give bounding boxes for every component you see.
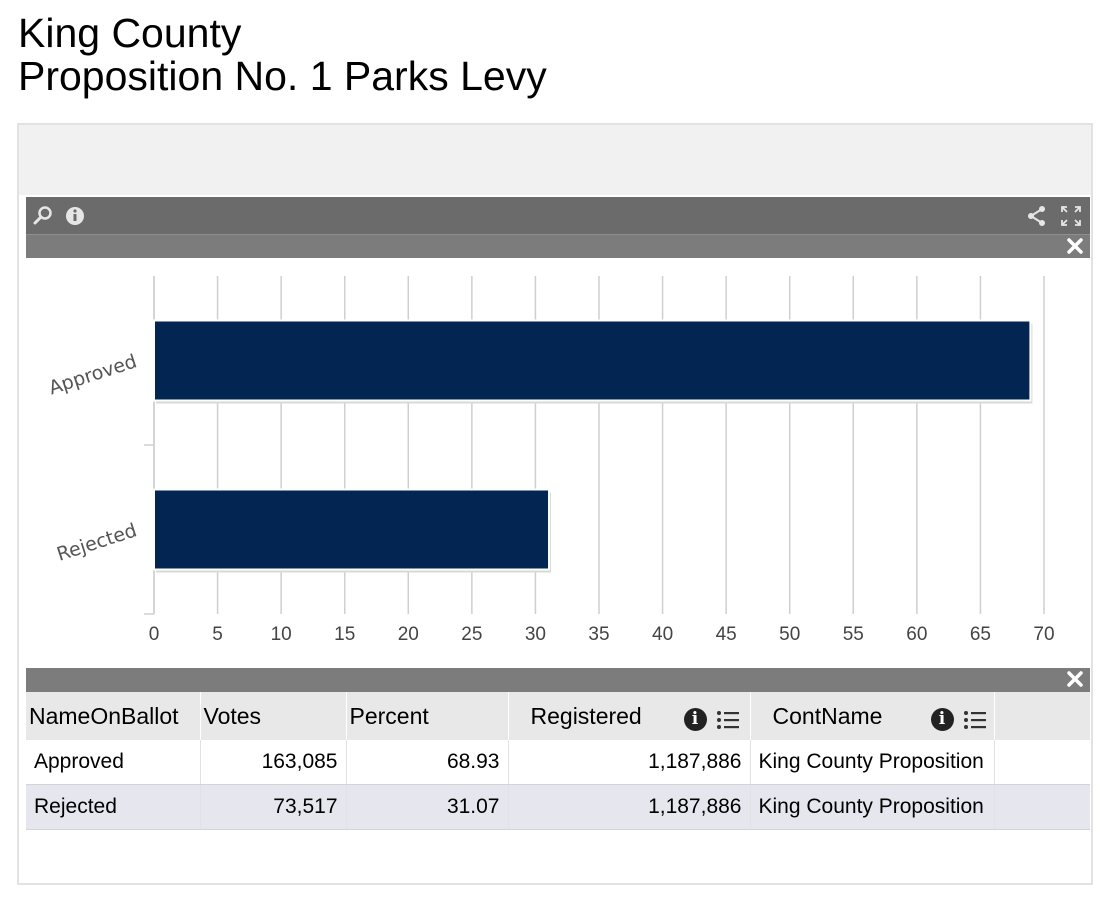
table-row[interactable]: Approved 163,085 68.93 1,187,886 King Co… — [26, 740, 1090, 785]
x-tick-label: 70 — [1033, 624, 1054, 645]
column-header-icons: i — [683, 705, 740, 732]
x-tick-label: 40 — [652, 624, 673, 645]
x-tick-label: 60 — [906, 624, 927, 645]
info-icon[interactable]: i — [683, 708, 707, 732]
x-tick-label: 20 — [398, 624, 419, 645]
cell-filler — [994, 740, 1090, 785]
cell-votes: 73,517 — [200, 784, 347, 830]
search-icon[interactable] — [32, 205, 54, 227]
column-header-label: ContName — [772, 702, 883, 729]
column-header-label: NameOnBallot — [29, 702, 179, 729]
column-header-registered[interactable]: Registered i — [508, 692, 751, 740]
cell-filler — [994, 784, 1090, 830]
x-tick-label: 15 — [334, 624, 355, 645]
info-icon[interactable]: i — [930, 708, 954, 732]
x-tick-label: 35 — [588, 624, 609, 645]
cell-percent: 31.07 — [346, 784, 509, 830]
bar-approved — [153, 319, 1032, 402]
x-tick-label: 65 — [970, 624, 991, 645]
cell-percent: 68.93 — [346, 740, 509, 785]
cell-registered: 1,187,886 — [508, 784, 751, 830]
share-icon[interactable] — [1026, 205, 1048, 227]
cell-contname: King County Proposition — [750, 784, 995, 830]
chart-toolbar — [26, 197, 1090, 234]
table-row[interactable]: Rejected 73,517 31.07 1,187,886 King Cou… — [26, 784, 1090, 830]
list-icon[interactable] — [716, 709, 740, 731]
bar-chart-svg: 0 5 10 15 20 25 30 35 40 45 50 55 60 65 70 Approved Reje… — [46, 276, 1055, 645]
fullscreen-icon[interactable] — [1060, 205, 1082, 227]
column-header-contname[interactable]: ContName i — [750, 692, 995, 740]
column-header-label: Registered — [530, 702, 642, 729]
column-header-percent[interactable]: Percent — [346, 692, 509, 740]
column-header-votes[interactable]: Votes — [200, 692, 347, 740]
list-icon[interactable] — [963, 709, 987, 731]
page-title-line-2: Proposition No. 1 Parks Levy — [18, 53, 547, 99]
x-tick-label: 50 — [779, 624, 800, 645]
x-tick-label: 55 — [843, 624, 864, 645]
category-label: Rejected — [54, 519, 139, 565]
cell-votes: 163,085 — [200, 740, 347, 785]
panel-top-strip — [19, 125, 1091, 195]
page-title-line-1: King County — [18, 10, 242, 56]
close-table-icon[interactable] — [1066, 670, 1084, 688]
x-tick-label: 5 — [212, 624, 223, 645]
table-header-row: NameOnBallot Votes Percent Registered i … — [26, 692, 1091, 740]
x-tick-label: 25 — [461, 624, 482, 645]
visualization-panel: 0 5 10 15 20 25 30 35 40 45 50 55 60 65 70 Approved Reje… — [17, 123, 1093, 885]
page-title: King County Proposition No. 1 Parks Levy — [18, 12, 547, 98]
x-tick-label: 30 — [525, 624, 546, 645]
results-table: NameOnBallot Votes Percent Registered i … — [26, 692, 1091, 830]
cell-registered: 1,187,886 — [508, 740, 751, 785]
info-icon[interactable] — [64, 205, 86, 227]
column-header-label: Votes — [203, 702, 262, 729]
category-label: Approved — [46, 350, 139, 399]
column-header-label: Percent — [349, 702, 429, 729]
x-tick-label: 45 — [716, 624, 737, 645]
cell-nameonballot: Approved — [26, 740, 201, 785]
x-tick-label: 0 — [149, 624, 160, 645]
column-header-icons: i — [930, 705, 987, 732]
bar-chart: 0 5 10 15 20 25 30 35 40 45 50 55 60 65 70 Approved Reje… — [26, 258, 1090, 668]
bar-rejected — [153, 488, 551, 571]
cell-nameonballot: Rejected — [26, 784, 201, 830]
column-header-nameonballot[interactable]: NameOnBallot — [26, 692, 201, 740]
table-subbar — [26, 668, 1090, 692]
x-tick-label: 10 — [271, 624, 292, 645]
cell-contname: King County Proposition — [750, 740, 995, 785]
close-chart-icon[interactable] — [1066, 237, 1084, 255]
chart-subbar — [26, 234, 1090, 258]
column-header-filler — [994, 692, 1091, 740]
